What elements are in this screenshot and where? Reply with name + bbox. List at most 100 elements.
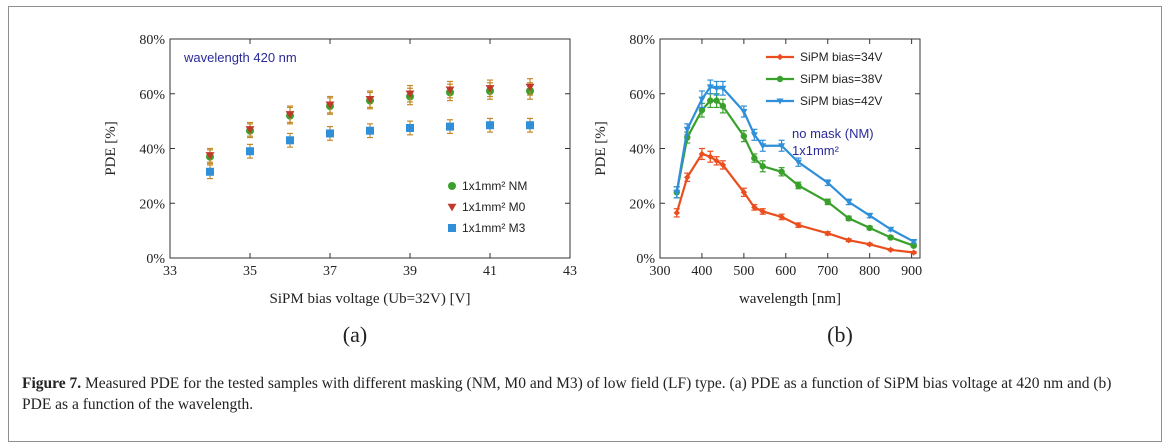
data-point: [707, 153, 714, 160]
x-tick-label: 35: [243, 264, 257, 279]
data-point: [286, 136, 294, 145]
data-point: [707, 97, 714, 104]
data-point: [719, 85, 727, 92]
data-point: [887, 246, 894, 253]
figure-caption: Figure 7. Measured PDE for the tested sa…: [22, 373, 1142, 415]
legend-label: SiPM bias=42V: [800, 94, 882, 108]
data-point: [910, 239, 918, 246]
data-point: [485, 85, 495, 93]
series-b-0: [673, 147, 917, 256]
legend-marker: [448, 182, 456, 190]
data-point: [845, 199, 853, 206]
data-point: [845, 237, 852, 244]
annotation-no-mask: no mask (NM): [792, 126, 874, 141]
panel-label: (a): [343, 322, 367, 347]
x-axis-label: SiPM bias voltage (Ub=32V) [V]: [270, 291, 471, 307]
data-point: [698, 96, 706, 103]
data-point: [824, 198, 831, 206]
legend-marker: [776, 53, 784, 61]
data-point: [673, 189, 681, 196]
data-point: [719, 102, 727, 110]
data-point: [778, 213, 785, 221]
data-point: [824, 230, 831, 237]
x-tick-label: 400: [691, 264, 712, 279]
series-line: [675, 99, 915, 247]
data-point: [713, 157, 720, 165]
series-line: [675, 152, 914, 254]
data-point: [683, 126, 691, 133]
x-tick-label: 800: [859, 264, 880, 279]
legend-label: 1x1mm² M3: [462, 221, 526, 235]
y-tick-label: 80%: [139, 33, 165, 48]
data-point: [246, 147, 254, 156]
data-point: [866, 224, 873, 232]
data-point: [713, 97, 720, 104]
annotation-size: 1x1mm²: [792, 143, 840, 158]
data-point: [406, 123, 414, 132]
caption-label: Figure 7.: [22, 375, 82, 392]
data-point: [759, 163, 766, 170]
legend-label: 1x1mm² NM: [462, 179, 527, 193]
data-point: [740, 108, 748, 116]
data-point: [910, 242, 917, 249]
figure-frame: [8, 6, 1162, 442]
series-b-2: [673, 79, 918, 246]
data-point: [446, 122, 454, 131]
data-point: [824, 180, 832, 187]
data-point: [910, 249, 917, 256]
panel-label: (b): [827, 322, 853, 347]
data-point: [759, 143, 767, 150]
y-axis-label: PDE [%]: [103, 121, 119, 176]
data-point: [794, 159, 802, 166]
data-point: [365, 96, 375, 104]
data-point: [750, 132, 758, 139]
data-point: [698, 106, 706, 114]
data-point: [525, 83, 535, 92]
data-point: [245, 126, 255, 134]
y-tick-label: 40%: [139, 143, 165, 158]
y-tick-label: 80%: [629, 33, 655, 48]
x-tick-label: 500: [733, 264, 754, 279]
data-point: [706, 84, 714, 91]
data-point: [526, 121, 534, 130]
legend-label: 1x1mm² M0: [462, 200, 526, 214]
data-point: [325, 101, 335, 110]
legend-marker: [776, 75, 784, 83]
x-tick-label: 33: [163, 264, 177, 279]
data-point: [405, 90, 415, 99]
x-tick-label: 900: [901, 264, 922, 279]
data-point: [713, 85, 721, 92]
x-tick-label: 41: [483, 264, 497, 279]
data-point: [486, 121, 494, 130]
series-b-1: [673, 93, 917, 249]
data-point: [673, 209, 680, 217]
x-tick-label: 300: [650, 264, 671, 279]
y-tick-label: 0%: [146, 252, 165, 267]
x-tick-label: 700: [817, 264, 838, 279]
data-point: [866, 213, 874, 220]
caption-text: Measured PDE for the tested samples with…: [22, 375, 1112, 413]
chart-a: 0% 20% 40% 60% 80% 33 35 37 39 41 43 SiPM bias volt…: [103, 33, 577, 347]
data-point: [887, 234, 894, 241]
legend-label: SiPM bias=38V: [800, 72, 882, 86]
series-a-1: [205, 78, 535, 163]
data-point: [205, 152, 215, 160]
data-point: [759, 208, 766, 215]
series-line: [675, 85, 915, 243]
data-point: [445, 86, 455, 95]
data-point: [751, 204, 758, 211]
legend-marker: [776, 98, 784, 105]
legend-label: SiPM bias=34V: [800, 50, 882, 64]
data-point: [206, 167, 214, 176]
data-point: [845, 215, 852, 222]
x-tick-label: 43: [563, 264, 577, 279]
y-axis-label: PDE [%]: [593, 121, 609, 176]
y-tick-label: 40%: [629, 143, 655, 158]
data-point: [887, 226, 895, 233]
data-point: [795, 182, 802, 189]
x-tick-label: 37: [323, 264, 337, 279]
y-tick-label: 0%: [636, 252, 655, 267]
y-tick-label: 60%: [629, 88, 655, 103]
data-point: [778, 143, 786, 150]
